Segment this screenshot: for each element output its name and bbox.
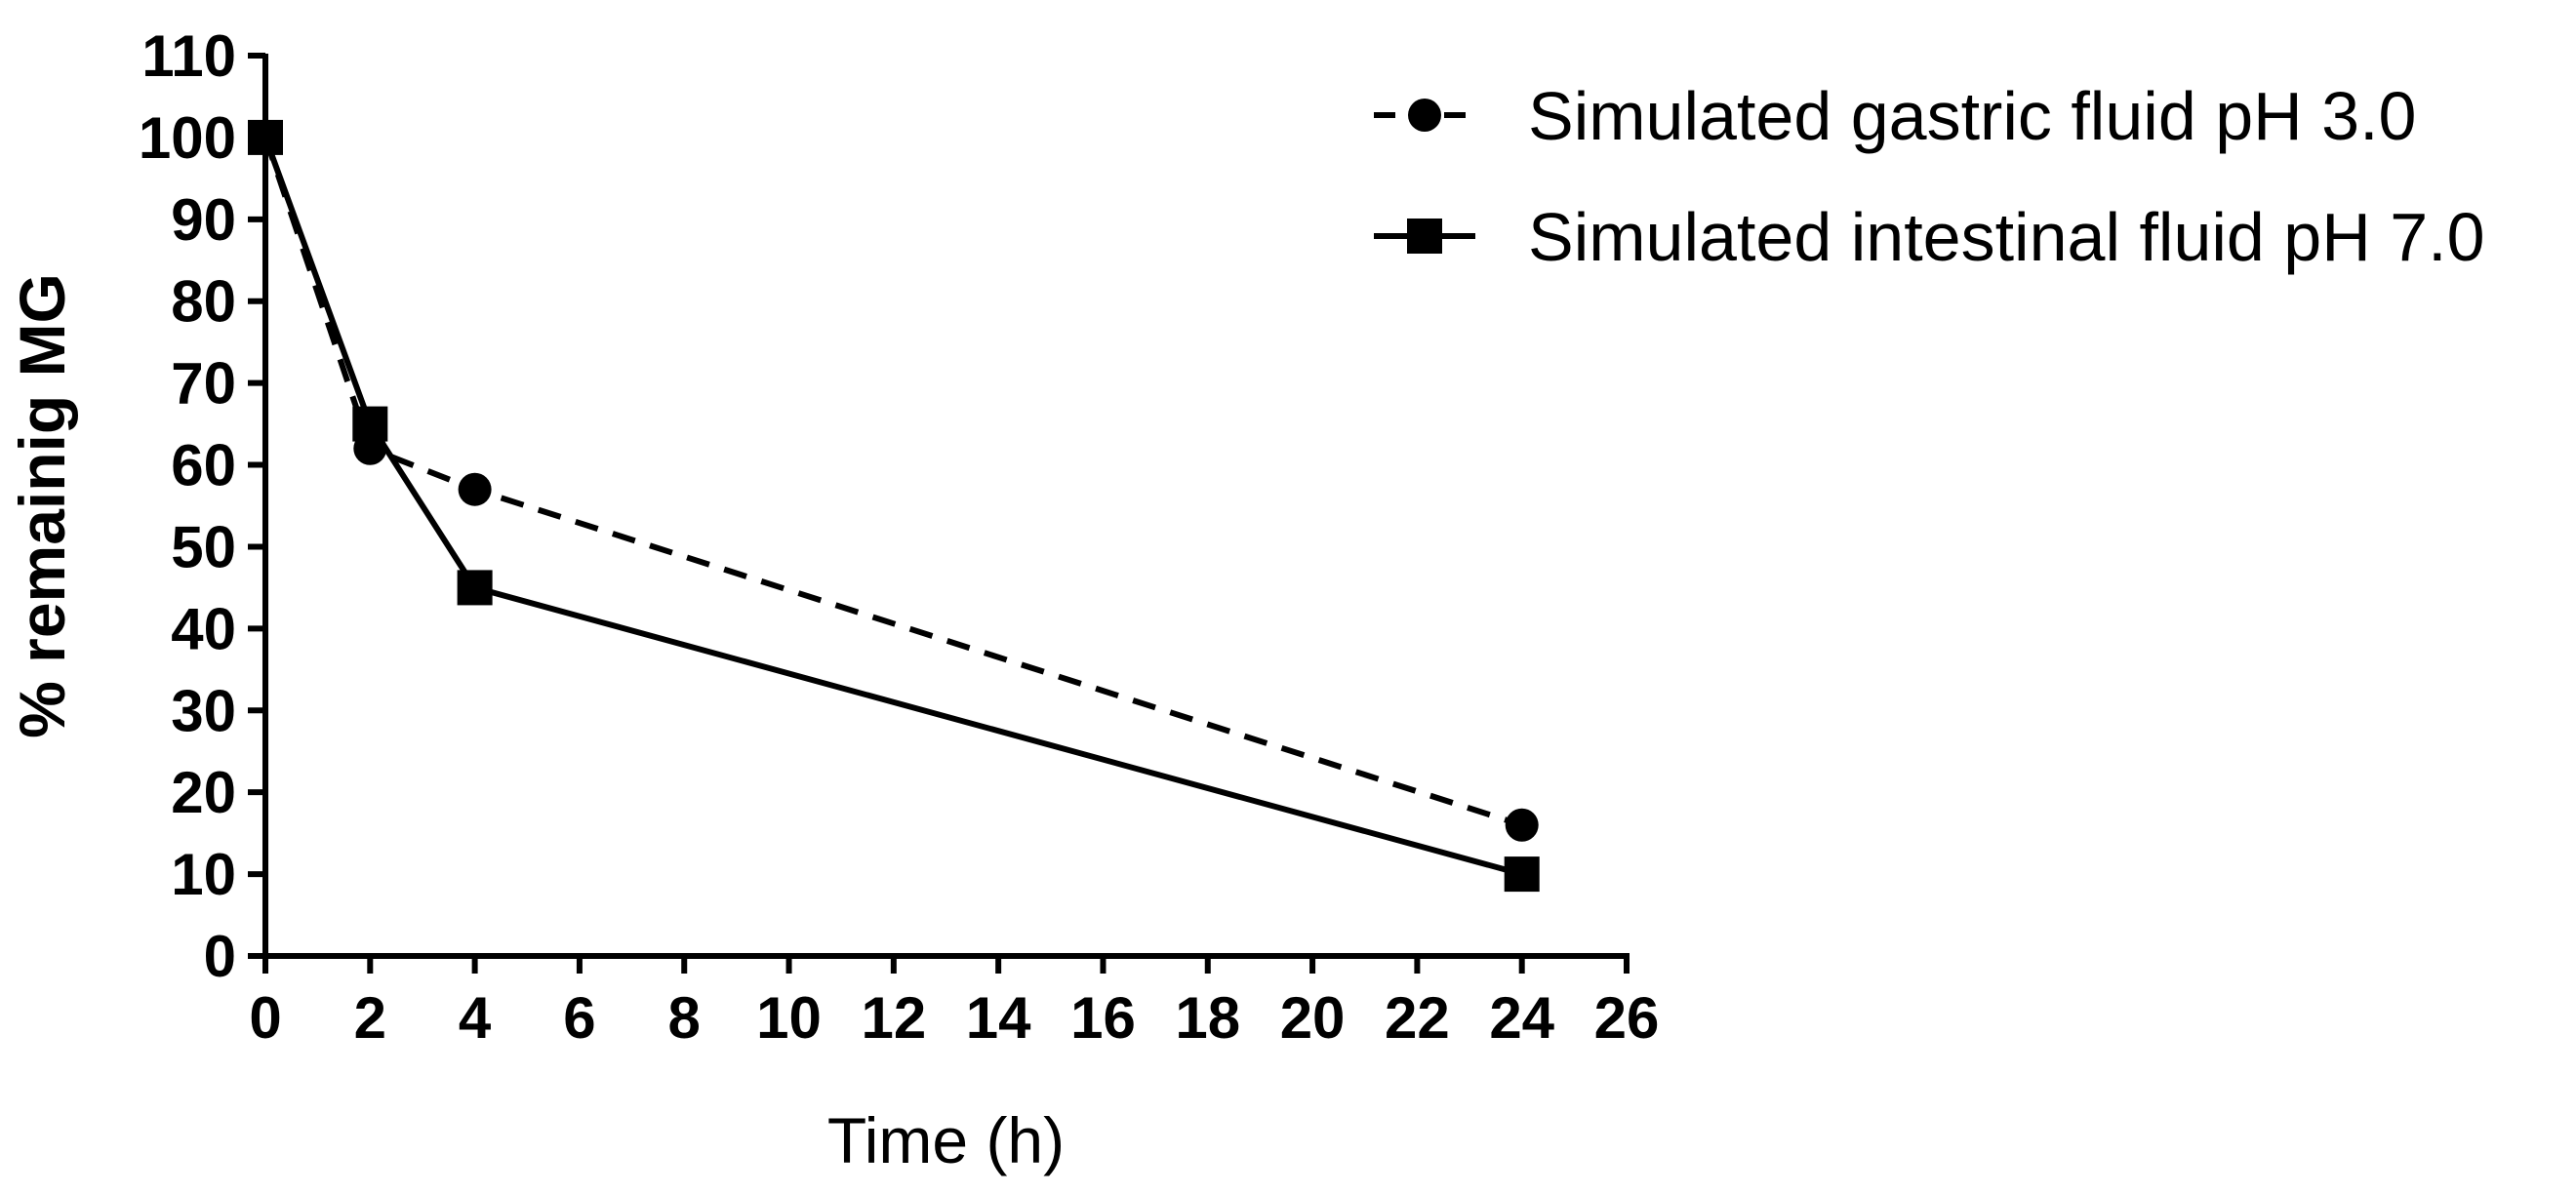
series-layer (248, 119, 1540, 893)
y-axis-title: % remainig MG (6, 273, 78, 738)
y-tick-label: 50 (171, 514, 236, 579)
x-tick-label: 12 (861, 985, 926, 1051)
series-line-2 (262, 136, 1523, 877)
legend-marker-square (1407, 219, 1442, 254)
y-tick-label: 110 (141, 23, 236, 89)
legend-item-gastric: Simulated gastric fluid pH 3.0 (1374, 78, 2416, 154)
x-tick-label: 16 (1070, 985, 1136, 1051)
x-tick-label: 14 (966, 985, 1031, 1051)
data-point-circle (458, 472, 492, 506)
y-tick-label: 70 (171, 351, 236, 417)
y-tick-label: 20 (171, 760, 236, 825)
y-tick-label: 30 (171, 678, 236, 743)
x-tick-label: 2 (354, 985, 386, 1051)
x-tick-label: 24 (1489, 985, 1554, 1051)
series-2 (248, 119, 1540, 893)
series-line-1 (262, 136, 1523, 828)
series-1 (249, 120, 1539, 842)
data-point-circle (1505, 808, 1539, 842)
data-point-square (1504, 856, 1540, 893)
y-tick-label: 80 (171, 269, 236, 335)
x-axis-title: Time (h) (827, 1104, 1065, 1176)
x-tick-label: 6 (563, 985, 595, 1051)
data-point-square (457, 570, 493, 606)
x-tick-label: 22 (1385, 985, 1450, 1051)
legend-label-intestinal: Simulated intestinal fluid pH 7.0 (1528, 199, 2485, 275)
x-tick-label: 10 (756, 985, 822, 1051)
x-tick-label: 8 (668, 985, 701, 1051)
x-tick-label: 26 (1594, 985, 1660, 1051)
legend-marker-circle (1408, 99, 1441, 132)
legend-item-intestinal: Simulated intestinal fluid pH 7.0 (1374, 199, 2485, 275)
x-tick-label: 18 (1175, 985, 1240, 1051)
y-tick-label: 0 (204, 924, 236, 989)
y-tick-label: 10 (171, 842, 236, 907)
x-tick-label: 0 (249, 985, 281, 1051)
x-tick-label: 4 (459, 985, 492, 1051)
legend-label-gastric: Simulated gastric fluid pH 3.0 (1528, 78, 2416, 154)
y-tick-label: 40 (171, 596, 236, 661)
legend: Simulated gastric fluid pH 3.0 Simulated… (1374, 78, 2485, 275)
x-tick-label: 20 (1280, 985, 1346, 1051)
data-point-square (352, 406, 388, 442)
data-point-square (248, 119, 283, 155)
y-tick-label: 90 (171, 187, 236, 253)
y-tick-label: 100 (139, 105, 236, 171)
y-tick-label: 60 (171, 433, 236, 498)
